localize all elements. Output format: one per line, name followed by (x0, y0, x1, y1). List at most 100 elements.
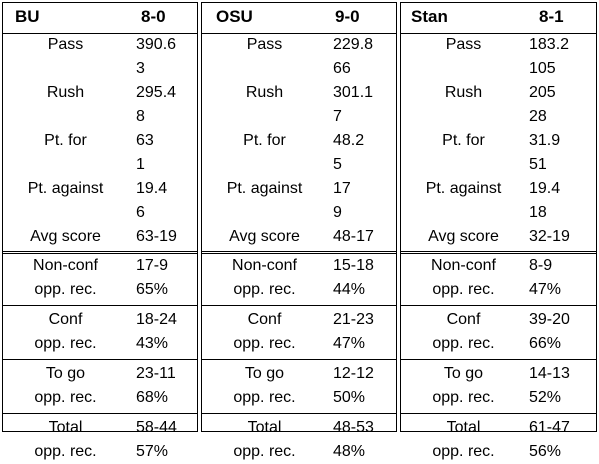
section-sub-label: opp. rec. (233, 389, 296, 406)
section-pct: 56% (529, 443, 562, 460)
stat-value: 229.8 (333, 36, 374, 53)
section-record: 61-47 (529, 419, 570, 436)
section-label: Conf (48, 311, 83, 328)
section-row: Conf 39-20 (401, 308, 596, 332)
stat-label: Pt. against (425, 180, 502, 197)
section-row: Conf 18-24 (3, 308, 197, 332)
section-pct: 47% (333, 335, 366, 352)
section-pct: 47% (529, 281, 562, 298)
stat-value: 301.1 (333, 84, 374, 101)
team-record: 8-1 (539, 7, 564, 26)
section-record: 58-44 (136, 419, 177, 436)
section-label: Conf (446, 311, 481, 328)
section-divider (401, 359, 596, 360)
stat-value: 17 (333, 180, 351, 197)
section-row: Conf 21-23 (202, 308, 396, 332)
section-divider (3, 251, 197, 254)
section-pct: 48% (333, 443, 366, 460)
section-label: Non-conf (431, 257, 496, 274)
avg-score-value: 32-19 (529, 228, 570, 245)
team-panel: Stan 8-1 Pass 183.2 105 Rush 205 28 Pt. for 31.9 5… (400, 2, 597, 460)
team-header: Stan 8-1 (401, 3, 596, 34)
stat-value: 205 (529, 84, 556, 101)
section-row: To go 14-13 (401, 362, 596, 386)
stat-row: Pass 229.8 (202, 33, 396, 57)
section-sub-row: opp. rec. 47% (202, 332, 396, 356)
stat-value: 19.4 (529, 180, 561, 197)
section-divider (202, 251, 396, 254)
stat-label: Rush (46, 84, 85, 101)
section-divider (202, 359, 396, 360)
section-sub-label: opp. rec. (432, 389, 495, 406)
section-divider (401, 413, 596, 414)
stat-label: Pt. for (243, 132, 286, 149)
stat-rank-row: 28 (401, 105, 596, 129)
section-row: Total 48-53 (202, 416, 396, 440)
section-divider (3, 413, 197, 414)
avg-score-value: 63-19 (136, 228, 177, 245)
section-record: 17-9 (136, 257, 169, 274)
section-label: To go (45, 365, 86, 382)
avg-score-row: Avg score 32-19 (401, 225, 596, 249)
stat-value: 390.6 (136, 36, 177, 53)
section-label: To go (443, 365, 484, 382)
section-sub-label: opp. rec. (233, 335, 296, 352)
section-sub-label: opp. rec. (432, 281, 495, 298)
section-divider (202, 413, 396, 414)
section-record: 15-18 (333, 257, 374, 274)
stat-value: 295.4 (136, 84, 177, 101)
section-pct: 44% (333, 281, 366, 298)
section-sub-label: opp. rec. (432, 335, 495, 352)
section-row: Total 61-47 (401, 416, 596, 440)
section-label: Non-conf (232, 257, 297, 274)
section-record: 8-9 (529, 257, 553, 274)
section-pct: 43% (136, 335, 169, 352)
stat-label: Pass (445, 36, 482, 53)
stat-rank: 51 (529, 156, 547, 173)
stat-label: Rush (245, 84, 284, 101)
stat-row: Pt. for 63 (3, 129, 197, 153)
section-row: Total 58-44 (3, 416, 197, 440)
section-label: Conf (247, 311, 282, 328)
stat-rank-row: 3 (3, 57, 197, 81)
section-sub-row: opp. rec. 66% (401, 332, 596, 356)
avg-score-label: Avg score (30, 228, 101, 245)
section-pct: 66% (529, 335, 562, 352)
stat-rank: 5 (333, 156, 342, 173)
section-sub-row: opp. rec. 57% (3, 440, 197, 464)
section-row: To go 23-11 (3, 362, 197, 386)
section-sub-label: opp. rec. (34, 335, 97, 352)
stat-rank-row: 105 (401, 57, 596, 81)
avg-score-label: Avg score (428, 228, 499, 245)
section-pct: 65% (136, 281, 169, 298)
stat-row: Pt. for 31.9 (401, 129, 596, 153)
section-row: Non-conf 17-9 (3, 254, 197, 278)
section-label: Total (446, 419, 481, 436)
stat-row: Pt. for 48.2 (202, 129, 396, 153)
stat-rank-row: 51 (401, 153, 596, 177)
stat-row: Pass 183.2 (401, 33, 596, 57)
stat-row: Pt. against 19.4 (3, 177, 197, 201)
stat-rank: 8 (136, 108, 145, 125)
section-record: 18-24 (136, 311, 177, 328)
stat-value: 48.2 (333, 132, 365, 149)
section-record: 12-12 (333, 365, 374, 382)
stat-rank: 6 (136, 204, 145, 221)
stat-rank: 9 (333, 204, 342, 221)
stat-row: Rush 295.4 (3, 81, 197, 105)
section-sub-row: opp. rec. 56% (401, 440, 596, 464)
avg-score-value: 48-17 (333, 228, 374, 245)
section-sub-row: opp. rec. 50% (202, 386, 396, 410)
avg-score-row: Avg score 63-19 (3, 225, 197, 249)
stat-label: Pt. against (226, 180, 303, 197)
section-sub-row: opp. rec. 65% (3, 278, 197, 302)
stat-rank: 28 (529, 108, 547, 125)
section-sub-row: opp. rec. 43% (3, 332, 197, 356)
section-record: 21-23 (333, 311, 374, 328)
section-sub-row: opp. rec. 47% (401, 278, 596, 302)
section-divider (3, 305, 197, 306)
stat-label: Pt. for (442, 132, 485, 149)
section-sub-row: opp. rec. 44% (202, 278, 396, 302)
section-divider (3, 359, 197, 360)
section-record: 48-53 (333, 419, 374, 436)
